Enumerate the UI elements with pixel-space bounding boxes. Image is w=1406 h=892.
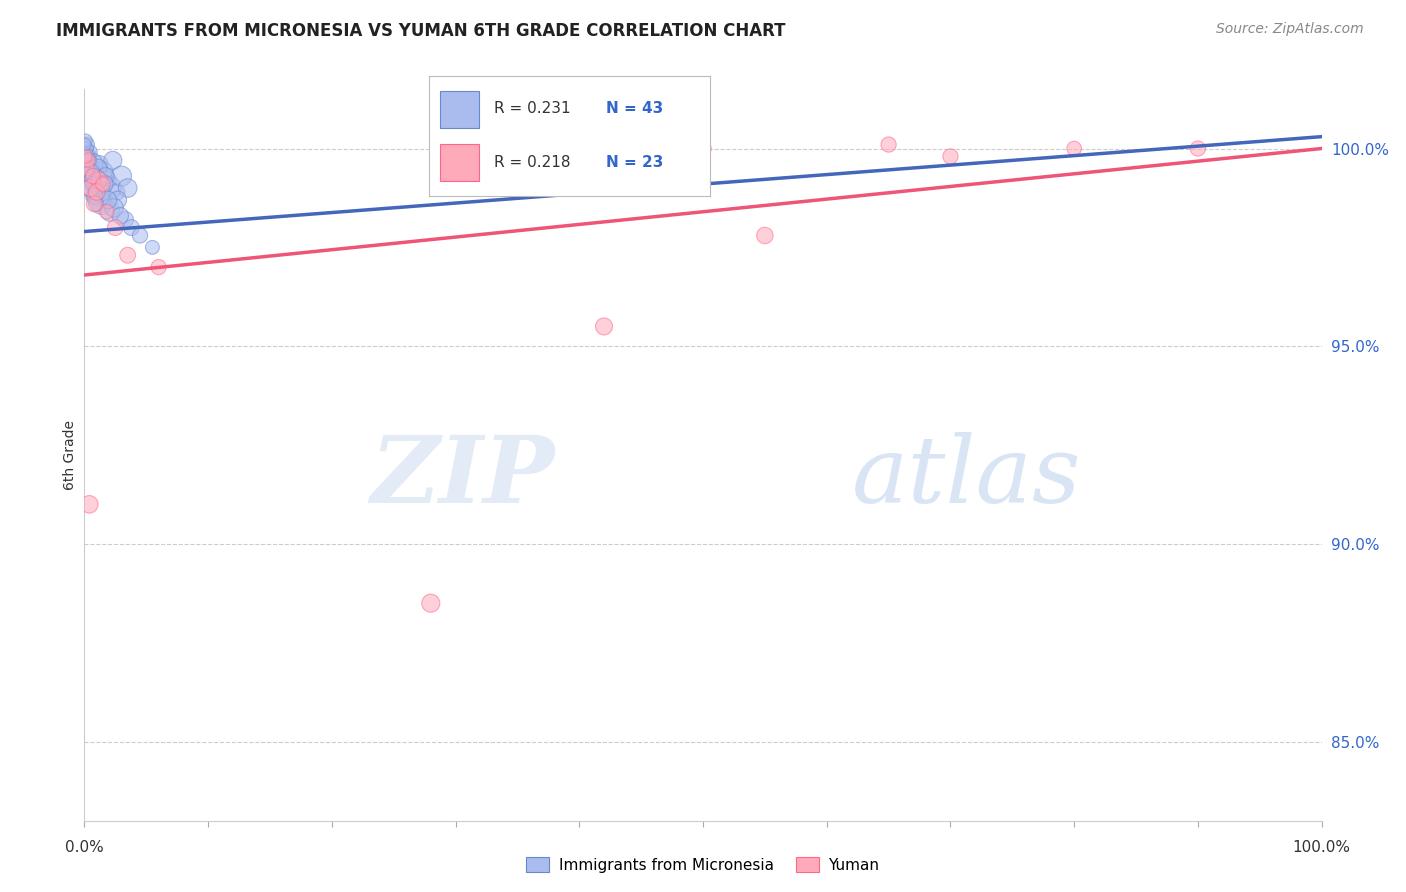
Point	[75, 141, 97, 155]
Point	[754, 228, 776, 243]
Point	[77, 153, 100, 168]
Text: Source: ZipAtlas.com: Source: ZipAtlas.com	[1216, 22, 1364, 37]
Text: 100.0%: 100.0%	[1292, 840, 1351, 855]
Text: IMMIGRANTS FROM MICRONESIA VS YUMAN 6TH GRADE CORRELATION CHART: IMMIGRANTS FROM MICRONESIA VS YUMAN 6TH …	[56, 22, 786, 40]
Point	[84, 189, 107, 203]
Point	[91, 177, 114, 191]
Point	[75, 149, 97, 163]
Point	[117, 181, 139, 195]
Point	[939, 149, 962, 163]
Point	[91, 165, 114, 179]
Text: 0.0%: 0.0%	[65, 840, 104, 855]
Point	[82, 173, 104, 187]
FancyBboxPatch shape	[440, 92, 479, 128]
Point	[87, 161, 110, 176]
Text: ZIP: ZIP	[370, 432, 554, 522]
Point	[148, 260, 170, 274]
Point	[98, 204, 121, 219]
Legend: Immigrants from Micronesia, Yuman: Immigrants from Micronesia, Yuman	[520, 851, 886, 879]
Point	[82, 169, 104, 184]
Point	[105, 185, 128, 199]
Point	[73, 137, 96, 152]
Point	[76, 137, 98, 152]
Point	[94, 169, 117, 184]
Point	[98, 181, 121, 195]
Point	[82, 169, 104, 184]
Point	[79, 161, 101, 176]
Point	[79, 181, 101, 195]
Text: N = 43: N = 43	[606, 101, 664, 116]
Point	[506, 145, 529, 160]
Point	[83, 173, 105, 187]
Point	[93, 177, 115, 191]
Point	[101, 153, 124, 168]
Point	[90, 197, 112, 211]
Point	[114, 212, 136, 227]
Point	[79, 497, 101, 511]
Point	[89, 157, 111, 171]
Point	[77, 149, 100, 163]
Point	[104, 220, 127, 235]
Point	[1187, 141, 1209, 155]
Point	[76, 161, 98, 176]
Point	[1063, 141, 1085, 155]
Point	[97, 193, 120, 207]
Point	[86, 177, 108, 191]
Point	[77, 153, 100, 168]
Point	[103, 201, 125, 215]
Point	[877, 137, 900, 152]
Point	[79, 145, 101, 160]
Point	[129, 228, 152, 243]
Text: R = 0.231: R = 0.231	[494, 101, 569, 116]
Text: atlas: atlas	[852, 432, 1081, 522]
Point	[80, 157, 103, 171]
Point	[86, 185, 108, 199]
Point	[692, 141, 714, 155]
Point	[531, 161, 554, 176]
FancyBboxPatch shape	[440, 145, 479, 180]
Point	[96, 173, 118, 187]
Point	[83, 197, 105, 211]
Point	[80, 165, 103, 179]
Point	[79, 181, 101, 195]
Point	[76, 149, 98, 163]
Point	[110, 209, 132, 223]
Point	[89, 173, 111, 187]
Point	[83, 177, 105, 191]
Y-axis label: 6th Grade: 6th Grade	[63, 420, 77, 490]
Point	[120, 220, 142, 235]
Text: R = 0.218: R = 0.218	[494, 155, 569, 170]
Point	[141, 240, 163, 254]
Point	[419, 596, 441, 610]
Point	[117, 248, 139, 262]
Point	[83, 189, 105, 203]
Point	[89, 185, 111, 199]
Point	[107, 193, 129, 207]
Point	[110, 169, 132, 184]
Point	[96, 204, 118, 219]
Text: N = 23: N = 23	[606, 155, 664, 170]
Point	[593, 319, 616, 334]
Point	[75, 134, 97, 148]
Point	[84, 197, 107, 211]
